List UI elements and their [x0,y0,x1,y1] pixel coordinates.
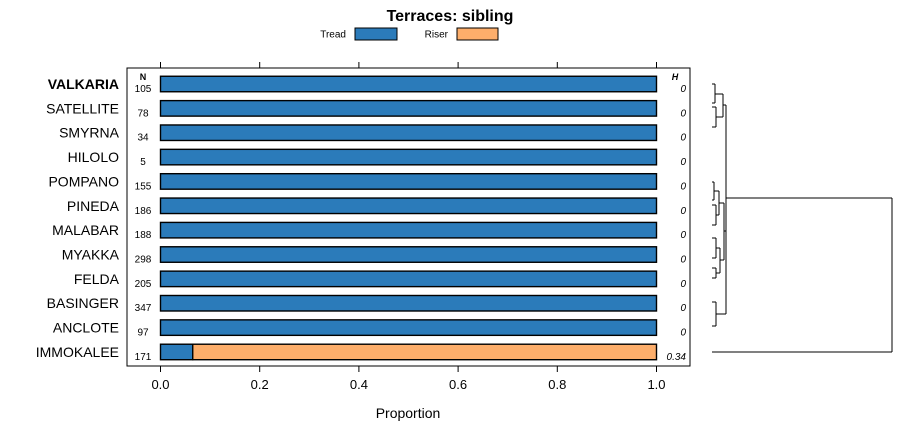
bar-row: SATELLITE 78 0 [46,99,686,119]
n-column-header: N [140,72,147,82]
category-label: MYAKKA [62,247,120,263]
n-value: 347 [135,303,152,314]
category-label: POMPANO [48,173,119,189]
bar-segment-tread [159,99,658,117]
legend-label-riser: Riser [425,30,449,41]
x-axis-label: Proportion [376,405,441,421]
bar-row: HILOLO 5 0 [68,148,686,168]
bar-segment-tread [159,270,658,288]
top-axis-ticks [160,62,657,68]
n-value: 78 [137,108,149,119]
x-tick-label: 0.8 [548,377,566,392]
n-value: 155 [135,181,152,192]
h-value: 0 [680,206,686,217]
h-value: 0 [680,303,686,314]
bar-segment-tread [159,124,658,142]
bar-row: MYAKKA 298 0 [62,246,686,266]
n-value: 186 [135,206,152,217]
x-tick-label: 0.4 [350,377,368,392]
legend: Tread Riser [320,27,499,41]
bar-segment-riser [192,343,658,361]
bar-segment-tread [159,246,658,263]
n-value: 298 [135,255,152,266]
category-label: FELDA [74,271,120,287]
bar-segment-tread [159,197,658,215]
category-label: SMYRNA [59,125,120,141]
bar-segment-tread [159,319,658,337]
n-value: 205 [135,279,152,290]
plot-frame [126,67,691,367]
bar-segment-tread [159,172,658,190]
bar-row: MALABAR 188 0 [52,221,686,241]
bar-rows: VALKARIA 105 0 SATELLITE 78 0 SMYRNA 34 0 HILOLO 5… [36,75,687,363]
n-value: 34 [137,133,149,144]
category-label: BASINGER [47,295,119,311]
legend-swatch-riser [456,27,499,41]
chart-title: Terraces: sibling [387,8,514,25]
bar-row: SMYRNA 34 0 [59,124,686,144]
bar-row: VALKARIA 105 0 [48,75,686,95]
legend-swatch-tread [354,27,398,41]
h-value: 0 [680,108,686,119]
h-value: 0 [680,157,686,168]
bar-segment-tread [159,294,658,312]
h-value: 0 [680,230,686,241]
bar-segment-tread [159,148,658,166]
x-tick-label: 0.2 [251,377,269,392]
h-column-header: H [672,72,679,82]
x-axis: 0.0 0.2 0.4 0.6 0.8 1.0 [151,366,666,392]
bar-segment-tread [159,343,194,361]
h-value: 0 [680,181,686,192]
dendrogram [712,83,893,353]
bar-row: POMPANO 155 0 [48,172,686,192]
bar-row: IMMOKALEE 171 0.34 [36,343,687,363]
category-label: PINEDA [67,198,120,214]
h-value: 0 [680,279,686,290]
category-label: SATELLITE [46,100,119,116]
x-tick-label: 0.0 [151,377,169,392]
bar-row: PINEDA 186 0 [67,197,686,217]
legend-label-tread: Tread [320,30,346,41]
bar-row: ANCLOTE 97 0 [53,319,686,339]
category-label: IMMOKALEE [36,344,119,360]
category-label: ANCLOTE [53,320,119,336]
bar-row: FELDA 205 0 [74,270,686,290]
x-tick-label: 0.6 [449,377,467,392]
h-value: 0.34 [667,352,687,363]
h-value: 0 [680,84,686,95]
bar-row: BASINGER 347 0 [47,294,686,314]
category-label: HILOLO [68,149,119,165]
h-value: 0 [680,133,686,144]
n-value: 171 [135,352,152,363]
x-tick-label: 1.0 [647,377,665,392]
n-value: 188 [135,230,152,241]
dendrogram-lines [712,83,893,353]
n-value: 97 [137,328,149,339]
n-value: 105 [135,84,152,95]
h-value: 0 [680,255,686,266]
bar-segment-tread [159,221,658,239]
n-value: 5 [140,157,146,168]
bar-segment-tread [159,75,658,93]
category-label: VALKARIA [48,76,119,92]
category-label: MALABAR [52,222,119,238]
h-value: 0 [680,328,686,339]
